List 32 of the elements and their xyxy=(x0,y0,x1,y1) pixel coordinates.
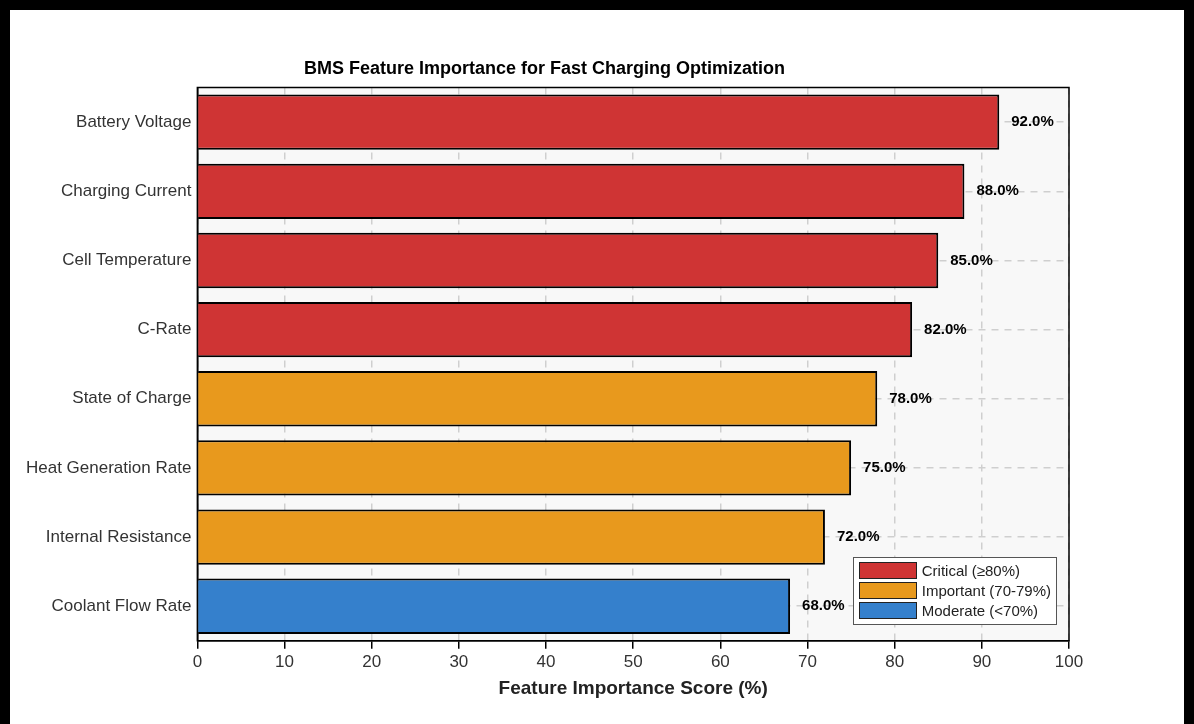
x-tick-label: 20 xyxy=(362,651,382,671)
y-tick-label: Charging Current xyxy=(60,181,192,201)
legend-label: Important (70-79%) xyxy=(921,582,1051,600)
x-tick-label: 10 xyxy=(275,651,294,671)
x-tick-label: 50 xyxy=(623,651,643,671)
y-tick-label: State of Charge xyxy=(72,388,192,408)
text: Critical (≥80%) xyxy=(921,562,1021,580)
x-tick-label: 80 xyxy=(885,651,905,671)
x-axis-title: Feature Importance Score (%) xyxy=(498,676,768,698)
chart-title: BMS Feature Importance for Fast Charging Optimization xyxy=(303,57,786,78)
data-label: 78.0% xyxy=(889,388,932,406)
data-label: 68.0% xyxy=(802,596,845,614)
data-label: 88.0% xyxy=(976,181,1019,199)
y-tick-label: Heat Generation Rate xyxy=(25,457,192,477)
y-tick-label: Cell Temperature xyxy=(62,250,192,270)
x-tick-label: 70 xyxy=(798,651,817,671)
x-tick-label: 0 xyxy=(192,651,203,671)
y-tick-label: Internal Resistance xyxy=(45,526,192,546)
y-tick-label: Coolant Flow Rate xyxy=(51,595,192,615)
y-tick-label: Battery Voltage xyxy=(76,111,192,131)
x-tick-label: 90 xyxy=(972,651,992,671)
legend-label: Moderate (<70%) xyxy=(921,602,1039,620)
x-tick-label: 40 xyxy=(536,651,556,671)
x-tick-label: 60 xyxy=(710,651,730,671)
x-tick-label: 100 xyxy=(1054,651,1084,671)
data-label: 82.0% xyxy=(924,319,967,337)
data-label: 72.0% xyxy=(836,527,880,545)
x-tick-label: 30 xyxy=(449,651,469,671)
data-label: 85.0% xyxy=(950,250,993,268)
data-label: 75.0% xyxy=(863,458,906,476)
data-label: 92.0% xyxy=(1011,112,1054,130)
y-tick-label: C-Rate xyxy=(137,319,192,339)
